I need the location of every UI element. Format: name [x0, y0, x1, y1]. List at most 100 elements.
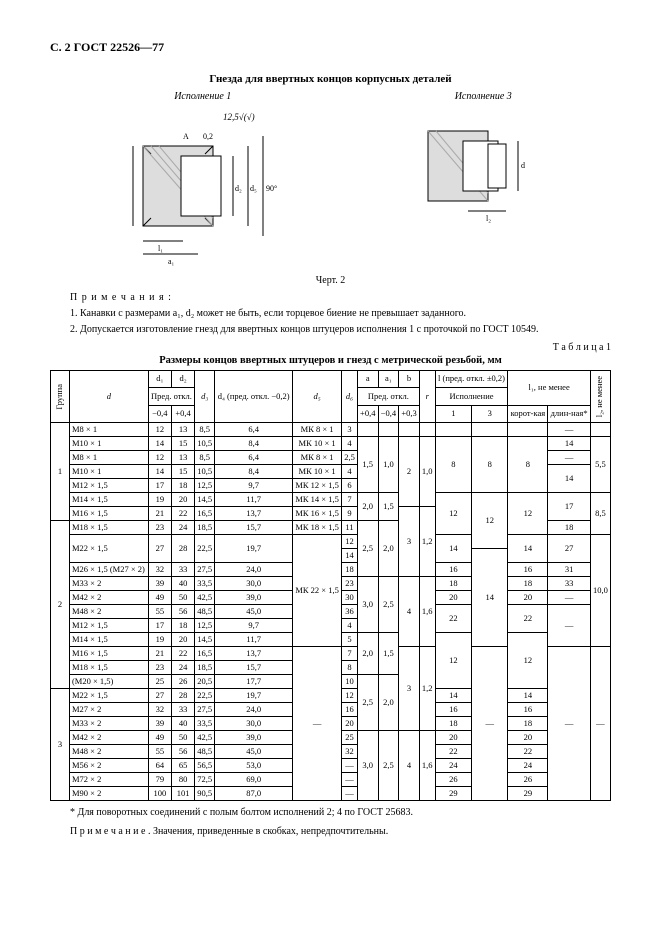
cell: 17,7	[215, 675, 293, 689]
cell: 48,5	[195, 745, 215, 759]
cell: 33	[548, 577, 590, 591]
d1m: −0,4	[148, 405, 171, 422]
cell: 6,4	[215, 451, 293, 465]
cell: 14	[472, 549, 508, 647]
cell: 33,5	[195, 717, 215, 731]
cell: 50	[171, 731, 194, 745]
col-d2: d₂	[171, 371, 194, 388]
cell	[357, 423, 378, 437]
cell: М72 × 2	[69, 773, 148, 787]
cell: М48 × 2	[69, 605, 148, 619]
cell: 28	[171, 535, 194, 563]
e1: 1	[435, 405, 471, 422]
cell: 49	[148, 591, 171, 605]
cell: 18	[508, 717, 548, 731]
col-l1: l₁, не менее	[508, 371, 590, 406]
cell: 14	[435, 535, 471, 563]
cell: 2,0	[378, 521, 399, 577]
cell: 12,5	[195, 479, 215, 493]
cell: —	[342, 787, 358, 801]
cell: 22	[171, 507, 194, 521]
cell: М8 × 1	[69, 451, 148, 465]
cell: 13	[171, 423, 194, 437]
cell: 13	[171, 451, 194, 465]
cell: 16	[435, 703, 471, 717]
cell: 2,0	[357, 633, 378, 675]
cell: 9,7	[215, 479, 293, 493]
cell: 29	[435, 787, 471, 801]
cell: 72,5	[195, 773, 215, 787]
cell: 8,5	[195, 451, 215, 465]
exec3-label: Исполнение 3	[408, 91, 558, 102]
cell: 18	[435, 717, 471, 731]
table-title: Размеры концов ввертных штуцеров и гнезд…	[50, 355, 611, 366]
cell: 50	[171, 591, 194, 605]
cell: 26	[435, 773, 471, 787]
cell: 2	[399, 437, 420, 507]
cell: 36	[342, 605, 358, 619]
cell: 4	[399, 577, 420, 647]
col-r: r	[426, 391, 429, 401]
cell: 12	[435, 633, 471, 689]
cell: М14 × 1,5	[69, 633, 148, 647]
cell: 79	[148, 773, 171, 787]
cell: М18 × 1,5	[69, 521, 148, 535]
cell: 19,7	[215, 689, 293, 703]
cell: М16 × 1,5	[69, 507, 148, 521]
col-group: Группа	[53, 380, 67, 414]
cell: 2,0	[378, 675, 399, 731]
col-a1: a₁	[378, 371, 399, 388]
cell: МК 16 × 1,5	[293, 507, 342, 521]
cell: 22,5	[195, 689, 215, 703]
cell: 8,4	[215, 437, 293, 451]
short: корот-кая	[508, 405, 548, 422]
notes-head: П р и м е ч а н и я :	[50, 292, 611, 304]
cell: —	[590, 647, 610, 801]
cell: 2,5	[357, 675, 378, 731]
a1m: −0,4	[378, 405, 399, 422]
cell: МК 8 × 1	[293, 451, 342, 465]
cell: 18,5	[195, 661, 215, 675]
cell: 56	[171, 745, 194, 759]
cell: 14	[435, 689, 471, 703]
cell: 10,5	[195, 465, 215, 479]
cell	[378, 423, 399, 437]
cell: 32	[148, 563, 171, 577]
cell: 16	[508, 563, 548, 577]
cell: 18	[508, 577, 548, 591]
cell	[419, 423, 435, 437]
cell: 3,0	[357, 731, 378, 801]
cell: 20	[342, 717, 358, 731]
cell	[590, 423, 610, 437]
cell: 21	[148, 647, 171, 661]
cell: 18	[171, 479, 194, 493]
cell: 24	[171, 521, 194, 535]
cell: 2	[51, 521, 70, 689]
diagram-row: Исполнение 1 12,5√(√) l₁ a₁	[50, 91, 611, 269]
cell: 20	[171, 633, 194, 647]
cell: 80	[171, 773, 194, 787]
col-d6: d₆	[346, 391, 353, 401]
footnote1: * Для поворотных соединений с полым болт…	[50, 807, 611, 820]
cell	[435, 423, 471, 437]
cell: —	[548, 647, 590, 801]
cell: 18	[548, 521, 590, 535]
cell: 12	[508, 493, 548, 535]
cell: М90 × 2	[69, 787, 148, 801]
cell: 4	[342, 437, 358, 451]
cell: 2,5	[378, 577, 399, 633]
note1: 1. Канавки с размерами a₁, d₂ может не б…	[50, 308, 611, 320]
cell: 15	[171, 465, 194, 479]
cell: 22	[508, 745, 548, 759]
cell: МК 22 × 1,5	[293, 535, 342, 647]
cell: 23	[148, 661, 171, 675]
cell: 11,7	[215, 493, 293, 507]
cell: 2,0	[357, 493, 378, 521]
cell: М18 × 1,5	[69, 661, 148, 675]
cell: 39	[148, 717, 171, 731]
cell: 19	[148, 633, 171, 647]
diagram-3-svg: d l₂	[408, 106, 558, 236]
cell: 1,6	[419, 731, 435, 801]
cell: 33	[171, 703, 194, 717]
table-label: Т а б л и ц а 1	[50, 342, 611, 353]
